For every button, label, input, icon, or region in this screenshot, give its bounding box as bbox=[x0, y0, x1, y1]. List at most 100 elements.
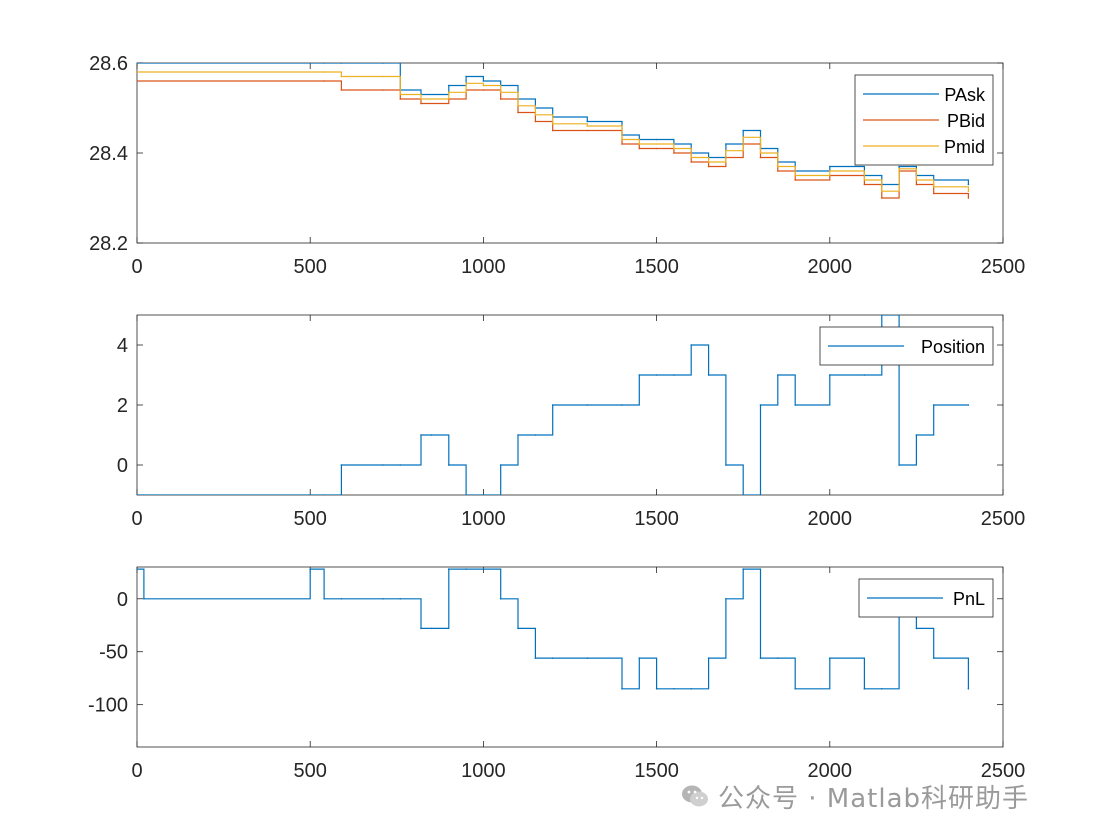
series-line-pask bbox=[137, 63, 969, 186]
data-point bbox=[465, 82, 467, 85]
data-point bbox=[482, 89, 485, 91]
data-point bbox=[742, 494, 744, 495]
data-point bbox=[586, 120, 589, 123]
data-point bbox=[143, 598, 145, 600]
data-point bbox=[499, 91, 502, 94]
legend-label: PnL bbox=[953, 589, 985, 609]
pnl-axes: 0 500 1000 1500 2000 2500 -100 -50 0 PnL bbox=[88, 566, 1026, 782]
data-point bbox=[382, 598, 384, 600]
data-point bbox=[777, 165, 779, 168]
data-point bbox=[420, 98, 422, 100]
x-tick-label: 1000 bbox=[461, 256, 506, 278]
data-point bbox=[143, 494, 145, 495]
legend-label: PAsk bbox=[944, 85, 986, 105]
data-point bbox=[690, 344, 692, 346]
data-point bbox=[517, 434, 519, 436]
data-point bbox=[673, 688, 675, 690]
data-point bbox=[655, 143, 658, 145]
data-point bbox=[932, 192, 935, 195]
data-point bbox=[621, 138, 623, 141]
data-point bbox=[881, 197, 883, 199]
x-tick-label: 0 bbox=[131, 256, 142, 278]
data-point bbox=[621, 404, 623, 406]
data-point bbox=[382, 63, 384, 64]
data-point bbox=[915, 179, 918, 181]
data-point bbox=[863, 179, 866, 181]
data-point bbox=[742, 129, 744, 132]
data-point bbox=[759, 156, 762, 159]
data-point bbox=[465, 494, 467, 495]
data-point bbox=[482, 494, 485, 495]
data-point bbox=[690, 156, 692, 159]
data-point bbox=[621, 688, 623, 690]
data-point bbox=[586, 125, 589, 127]
data-point bbox=[137, 494, 138, 495]
data-point bbox=[551, 129, 554, 132]
y-tick-label: 0 bbox=[117, 455, 128, 477]
y-tick-label: 28.4 bbox=[89, 143, 128, 165]
data-point bbox=[517, 111, 519, 114]
data-point bbox=[967, 197, 970, 199]
data-point bbox=[137, 63, 138, 64]
data-point bbox=[725, 143, 727, 145]
data-point bbox=[534, 434, 537, 436]
data-point bbox=[382, 75, 384, 78]
data-point bbox=[673, 152, 675, 154]
x-tick-label: 500 bbox=[294, 256, 327, 278]
x-tick-label: 2500 bbox=[981, 256, 1026, 278]
data-point bbox=[420, 434, 422, 436]
data-point bbox=[137, 80, 138, 82]
data-point bbox=[482, 84, 485, 87]
data-point bbox=[420, 102, 422, 105]
y-tick-label: 28.2 bbox=[89, 233, 128, 255]
data-point bbox=[725, 149, 727, 152]
data-point bbox=[673, 374, 675, 376]
x-tick-label: 1000 bbox=[461, 760, 506, 782]
data-point bbox=[915, 627, 918, 630]
legend-label: PBid bbox=[947, 111, 985, 131]
data-point bbox=[863, 688, 866, 690]
data-point bbox=[534, 657, 537, 659]
watermark: 公众号 · Matlab科研助手 bbox=[680, 776, 1029, 816]
price-axes: 0 500 1000 1500 2000 2500 28.2 28.4 28.6 PAsk PBid… bbox=[89, 53, 1025, 278]
data-point bbox=[323, 71, 325, 73]
legend-box bbox=[819, 326, 994, 366]
x-tick-label: 1500 bbox=[634, 256, 679, 278]
y-tick-label: 4 bbox=[117, 335, 128, 357]
x-tick-label: 0 bbox=[131, 760, 142, 782]
legend-label: Position bbox=[921, 337, 985, 357]
data-point bbox=[499, 98, 502, 100]
data-point bbox=[777, 657, 779, 659]
data-point bbox=[638, 374, 641, 376]
x-tick-label: 500 bbox=[294, 508, 327, 530]
data-point bbox=[673, 147, 675, 150]
data-point bbox=[482, 568, 485, 570]
data-point bbox=[399, 598, 402, 600]
data-point bbox=[399, 93, 402, 96]
data-point bbox=[707, 165, 710, 168]
x-tick-label: 2000 bbox=[808, 256, 853, 278]
data-point bbox=[340, 464, 343, 466]
data-point bbox=[551, 657, 554, 659]
data-point bbox=[340, 63, 343, 64]
data-point bbox=[420, 627, 422, 630]
data-point bbox=[430, 627, 433, 630]
x-tick-label: 1500 bbox=[634, 508, 679, 530]
data-point bbox=[655, 374, 658, 376]
data-point bbox=[794, 179, 796, 181]
x-tick-label: 1500 bbox=[634, 760, 679, 782]
data-point bbox=[707, 374, 710, 376]
series-group bbox=[137, 568, 970, 690]
data-point bbox=[967, 190, 970, 192]
x-tick-label: 2500 bbox=[981, 760, 1026, 782]
data-point bbox=[725, 598, 727, 600]
y-tick-label: -100 bbox=[88, 695, 128, 717]
data-point bbox=[638, 657, 641, 659]
data-point bbox=[534, 120, 537, 123]
data-point bbox=[482, 80, 485, 82]
data-point bbox=[725, 464, 727, 466]
data-point bbox=[499, 464, 502, 466]
data-point bbox=[932, 404, 935, 406]
data-point bbox=[517, 627, 519, 630]
